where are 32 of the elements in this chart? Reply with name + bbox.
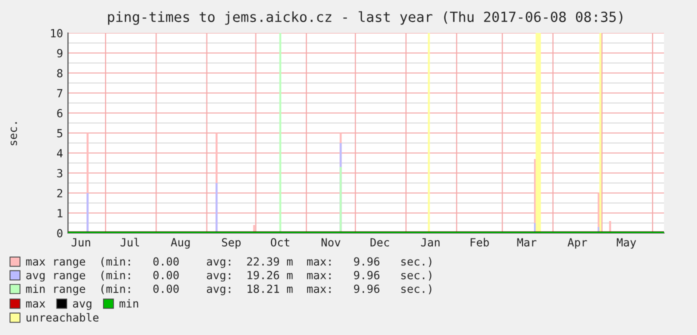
y-tick-label: 9 xyxy=(57,49,62,58)
y-tick-label: 3 xyxy=(57,169,62,178)
legend-label: min range (min: 0.00 avg: 18.21 m max: 9.96 sec.) xyxy=(26,284,432,296)
x-tick-label: Apr xyxy=(568,238,588,249)
y-tick-label: 4 xyxy=(57,149,63,158)
legend-label: unreachable xyxy=(26,313,98,322)
legend-label: avg xyxy=(73,301,92,310)
y-tick-label: 0 xyxy=(57,229,62,238)
legend-label: max xyxy=(26,301,46,308)
y-tick-label: 8 xyxy=(57,69,62,78)
y-tick-label: 5 xyxy=(57,129,62,138)
legend-label: avg range (min: 0.00 avg: 19.26 m max: 9.96 sec.) xyxy=(26,270,432,282)
legend-label: max range (min: 0.00 avg: 22.39 m max: 9.96 sec.) xyxy=(26,257,432,268)
legend-label: min xyxy=(120,299,138,308)
y-axis-title: sec. xyxy=(10,122,18,146)
x-tick-label: Mar xyxy=(517,238,536,247)
x-tick-label: Jan xyxy=(421,238,440,247)
y-tick-label: 1 xyxy=(58,209,62,218)
x-tick-label: May xyxy=(616,238,636,249)
y-tick-label: 10 xyxy=(51,29,62,38)
x-tick-label: Oct xyxy=(270,238,290,247)
x-tick-label: Feb xyxy=(470,238,489,247)
x-tick-label: Jul xyxy=(120,238,140,247)
x-tick-label: Nov xyxy=(322,238,340,247)
chart-title: ping-times to jems.aicko.cz - last year (Thu 2017-06-08 08:35) xyxy=(108,11,622,25)
x-tick-label: Sep xyxy=(222,238,241,249)
x-tick-label: Dec xyxy=(370,238,389,247)
y-tick-label: 2 xyxy=(57,189,62,198)
x-tick-label: Jun xyxy=(72,238,90,247)
y-tick-label: 7 xyxy=(57,89,62,98)
y-tick-label: 6 xyxy=(57,109,62,118)
x-tick-label: Aug xyxy=(170,238,190,249)
